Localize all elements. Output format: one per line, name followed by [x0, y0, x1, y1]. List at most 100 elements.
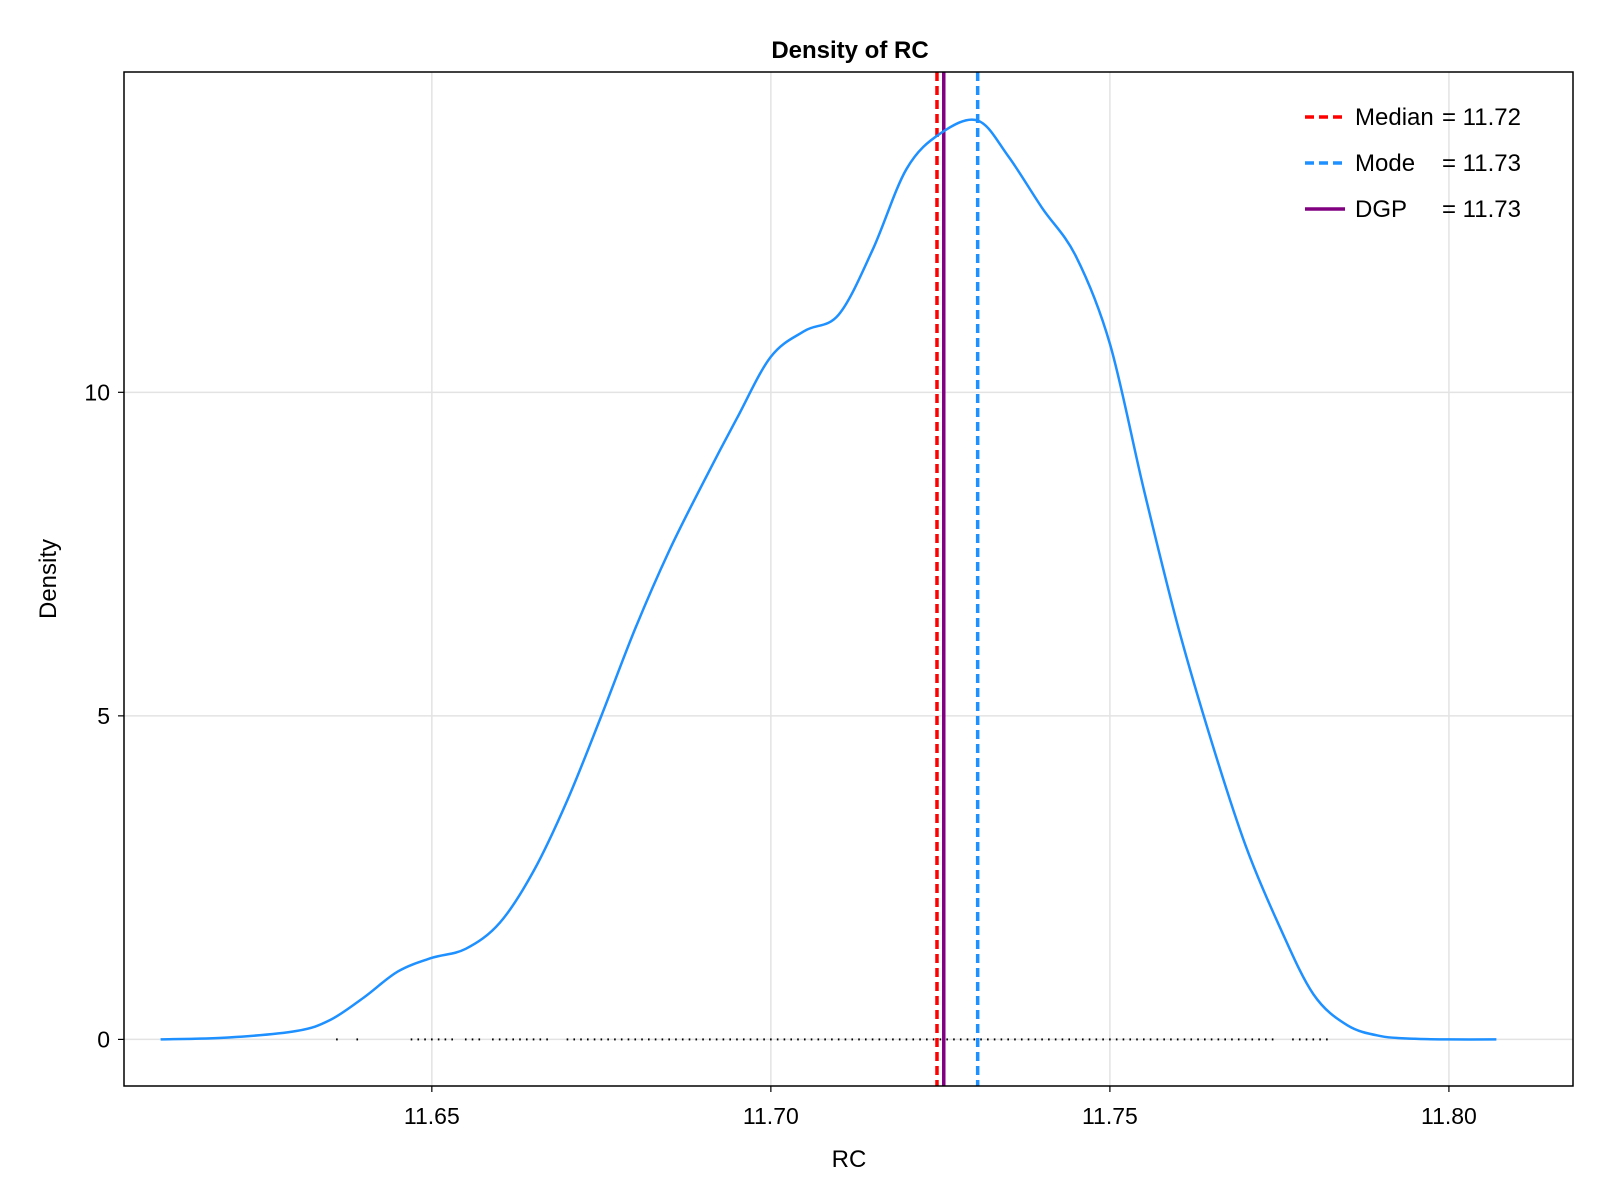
rug-mark-10: [471, 1038, 474, 1041]
y-tick-label-2: 10: [84, 379, 110, 405]
rug-mark-32: [641, 1038, 643, 1041]
rug-mark-70: [898, 1038, 901, 1041]
rug-mark-83: [987, 1038, 989, 1041]
x-tick-label-0: 11.65: [404, 1103, 460, 1129]
rug-mark-24: [586, 1038, 589, 1041]
rug-mark-45: [729, 1038, 731, 1041]
y-tick-label-1: 5: [97, 703, 110, 729]
rug-mark-39: [688, 1038, 691, 1041]
rug-mark-88: [1020, 1038, 1023, 1041]
rug-mark-26: [600, 1038, 603, 1041]
rug-mark-113: [1190, 1038, 1193, 1041]
rug-mark-49: [756, 1038, 759, 1041]
rug-mark-3: [417, 1038, 420, 1041]
rug-mark-86: [1007, 1038, 1009, 1041]
rug-mark-56: [803, 1038, 806, 1041]
rug-mark-121: [1244, 1038, 1247, 1041]
rug-mark-79: [959, 1038, 962, 1041]
rug-mark-34: [654, 1038, 657, 1041]
y-axis-ticks: 0 5 10: [84, 379, 124, 1052]
rug-mark-89: [1027, 1038, 1030, 1041]
density-curve-0: [160, 118, 1497, 1041]
rug-mark-5: [431, 1038, 433, 1041]
rug-mark-115: [1204, 1038, 1206, 1041]
rug-mark-36: [668, 1038, 670, 1041]
density-curve-group: [160, 118, 1497, 1041]
rug-mark-47: [742, 1038, 745, 1041]
rug-mark-40: [695, 1038, 698, 1041]
rug-mark-66: [871, 1038, 874, 1041]
rug-mark-6: [437, 1038, 440, 1041]
rug-mark-22: [573, 1038, 576, 1041]
rug-mark-17: [525, 1038, 528, 1041]
rug-mark-96: [1075, 1038, 1077, 1041]
rug-mark-30: [627, 1038, 630, 1041]
rug-mark-35: [661, 1038, 664, 1041]
rug-mark-118: [1224, 1038, 1226, 1041]
rug-plot: [336, 1038, 1328, 1041]
rug-mark-43: [715, 1038, 718, 1041]
rug-mark-0: [336, 1038, 338, 1041]
rug-mark-9: [464, 1038, 467, 1041]
rug-mark-31: [634, 1038, 637, 1041]
rug-mark-4: [424, 1038, 426, 1041]
legend: Median = 11.72 Mode = 11.73 DGP = 11.73: [1305, 104, 1521, 223]
rug-mark-110: [1170, 1038, 1172, 1041]
rug-mark-101: [1109, 1038, 1111, 1041]
y-tick-label-0: 0: [97, 1026, 110, 1052]
rug-mark-46: [736, 1038, 738, 1041]
rug-mark-87: [1014, 1038, 1016, 1041]
grid-lines: [124, 72, 1573, 1086]
reference-lines: [935, 72, 980, 1086]
rug-mark-18: [532, 1038, 535, 1041]
rug-mark-85: [1000, 1038, 1003, 1041]
rug-mark-119: [1231, 1038, 1233, 1041]
rug-mark-78: [953, 1038, 955, 1041]
rug-mark-72: [912, 1038, 915, 1041]
rug-mark-2: [410, 1038, 413, 1041]
rug-mark-61: [837, 1038, 840, 1041]
rug-mark-103: [1122, 1038, 1125, 1041]
rug-mark-74: [926, 1038, 928, 1041]
rug-mark-60: [831, 1038, 833, 1041]
rug-mark-25: [593, 1038, 596, 1041]
rug-mark-130: [1319, 1038, 1321, 1041]
y-axis-label: Density: [35, 539, 62, 619]
rug-mark-71: [905, 1038, 908, 1041]
rug-mark-42: [709, 1038, 711, 1041]
rug-mark-1: [356, 1038, 359, 1041]
x-axis-label: RC: [832, 1146, 867, 1173]
rug-mark-53: [783, 1038, 786, 1041]
rug-mark-19: [539, 1038, 542, 1041]
chart-title: Density of RC: [771, 37, 928, 64]
x-tick-label-2: 11.75: [1082, 1103, 1138, 1129]
rug-mark-73: [919, 1038, 921, 1041]
x-tick-label-1: 11.70: [743, 1103, 799, 1129]
rug-mark-105: [1136, 1038, 1138, 1041]
rug-mark-65: [864, 1038, 867, 1041]
legend-value-dgp: = 11.73: [1442, 196, 1521, 223]
rug-mark-21: [566, 1038, 569, 1041]
rug-mark-117: [1217, 1038, 1220, 1041]
rug-mark-62: [844, 1038, 847, 1041]
rug-mark-75: [932, 1038, 935, 1041]
legend-value-median: = 11.72: [1442, 104, 1521, 131]
plot-frame: [123, 71, 1574, 1087]
rug-mark-12: [492, 1038, 494, 1041]
rug-mark-68: [885, 1038, 887, 1041]
legend-label-median: Median: [1355, 104, 1434, 131]
rug-mark-29: [620, 1038, 623, 1041]
rug-mark-127: [1298, 1038, 1301, 1041]
rug-mark-81: [973, 1038, 976, 1041]
rug-mark-107: [1149, 1038, 1152, 1041]
rug-mark-27: [607, 1038, 609, 1041]
rug-mark-131: [1326, 1038, 1328, 1041]
rug-mark-108: [1156, 1038, 1159, 1041]
rug-mark-90: [1034, 1038, 1037, 1041]
rug-mark-123: [1258, 1038, 1260, 1041]
legend-label-dgp: DGP: [1355, 196, 1407, 223]
rug-mark-33: [648, 1038, 650, 1041]
rug-mark-51: [770, 1038, 772, 1041]
rug-mark-14: [505, 1038, 508, 1041]
